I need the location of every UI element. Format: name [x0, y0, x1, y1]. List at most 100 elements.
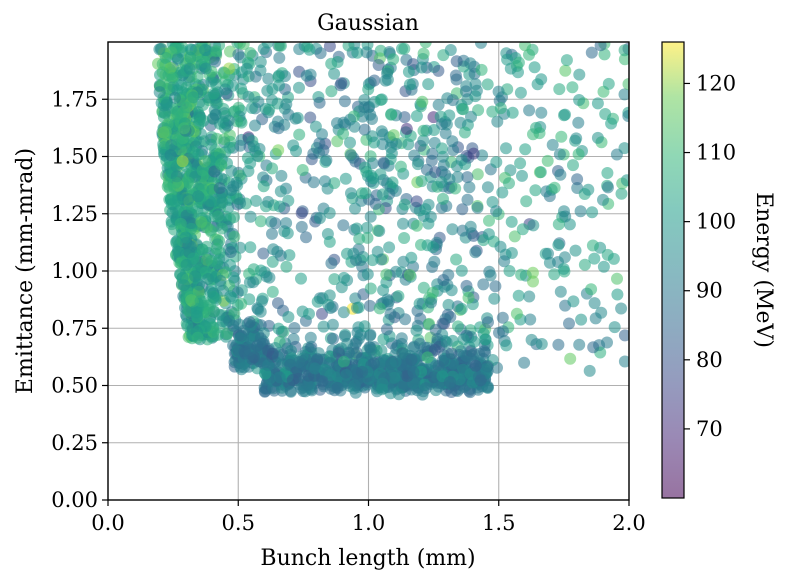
data-point — [247, 140, 260, 153]
data-point — [328, 273, 341, 286]
data-point — [183, 62, 196, 75]
data-point — [207, 87, 220, 100]
data-point — [156, 66, 169, 79]
data-point — [387, 53, 400, 66]
data-point — [300, 231, 312, 244]
data-point — [377, 156, 390, 169]
data-point — [358, 101, 371, 114]
data-point — [377, 128, 390, 141]
data-point — [530, 121, 542, 134]
data-point — [462, 291, 475, 304]
data-point — [503, 265, 516, 277]
data-point — [184, 43, 197, 56]
data-point — [280, 260, 293, 273]
data-point — [460, 279, 473, 292]
data-point — [421, 351, 434, 364]
data-point — [252, 95, 265, 108]
x-tick-label: 1.0 — [352, 511, 385, 535]
data-point — [426, 147, 439, 160]
data-point — [566, 81, 579, 94]
data-point — [273, 42, 286, 52]
data-point — [435, 201, 448, 214]
data-point — [262, 344, 275, 357]
data-point — [266, 94, 278, 107]
data-point — [469, 359, 482, 372]
data-point — [598, 48, 611, 61]
data-point — [482, 316, 494, 329]
data-point — [380, 268, 393, 281]
data-point — [290, 145, 302, 157]
data-point — [523, 104, 536, 117]
data-point — [518, 356, 531, 369]
data-point — [486, 196, 499, 208]
data-point — [364, 210, 377, 223]
data-point — [471, 201, 484, 214]
y-axis-label: Emittance (mm-mrad) — [13, 148, 38, 394]
data-point — [450, 253, 463, 266]
data-point — [223, 141, 236, 154]
data-point — [266, 255, 279, 268]
data-point — [376, 377, 389, 390]
data-point — [405, 353, 418, 366]
data-point — [553, 148, 566, 161]
data-point — [527, 275, 539, 288]
data-point — [516, 223, 529, 236]
data-point — [519, 42, 531, 52]
data-point — [428, 343, 441, 356]
data-point — [525, 333, 538, 346]
data-point — [449, 182, 462, 195]
data-point — [377, 284, 390, 297]
x-axis-label: Bunch length (mm) — [260, 546, 475, 571]
data-point — [515, 268, 528, 281]
data-point — [331, 381, 344, 394]
data-point — [464, 220, 477, 233]
data-point — [615, 302, 628, 315]
data-point — [165, 193, 177, 206]
data-point — [390, 138, 403, 150]
data-point — [465, 110, 477, 123]
data-point — [461, 193, 474, 206]
data-point — [432, 380, 445, 393]
data-point — [421, 239, 434, 252]
data-point — [570, 132, 583, 145]
data-point — [481, 381, 494, 394]
data-point — [479, 333, 492, 346]
y-tick-label: 0.50 — [51, 374, 98, 398]
data-point — [213, 182, 226, 195]
data-point — [482, 228, 495, 241]
data-point — [215, 158, 228, 171]
data-point — [385, 108, 398, 121]
data-point — [514, 86, 527, 99]
data-point — [218, 67, 231, 80]
data-point — [185, 222, 198, 235]
data-point — [461, 171, 474, 184]
colorbar: 70 80 90 100 110 120 Energy (MeV) — [661, 41, 776, 499]
data-point — [474, 374, 487, 387]
data-point — [375, 344, 388, 357]
data-point — [349, 337, 362, 350]
data-point — [250, 194, 262, 207]
data-point — [475, 42, 487, 49]
data-point — [439, 127, 452, 140]
data-point — [481, 181, 494, 194]
data-point — [243, 316, 256, 329]
data-point — [447, 357, 460, 370]
data-point — [359, 161, 371, 174]
data-point — [446, 94, 459, 107]
data-point — [257, 247, 270, 260]
data-point — [471, 168, 484, 181]
data-point — [479, 363, 492, 375]
data-point — [191, 331, 204, 344]
data-point — [555, 130, 568, 143]
data-point — [272, 144, 285, 157]
data-point — [160, 98, 173, 111]
data-point — [610, 148, 623, 161]
data-point — [176, 155, 189, 168]
data-point — [251, 149, 264, 162]
data-point — [618, 355, 629, 368]
data-point — [588, 297, 601, 310]
data-point — [512, 289, 525, 302]
data-point — [601, 336, 613, 349]
data-point — [361, 231, 374, 244]
data-point — [403, 269, 416, 281]
